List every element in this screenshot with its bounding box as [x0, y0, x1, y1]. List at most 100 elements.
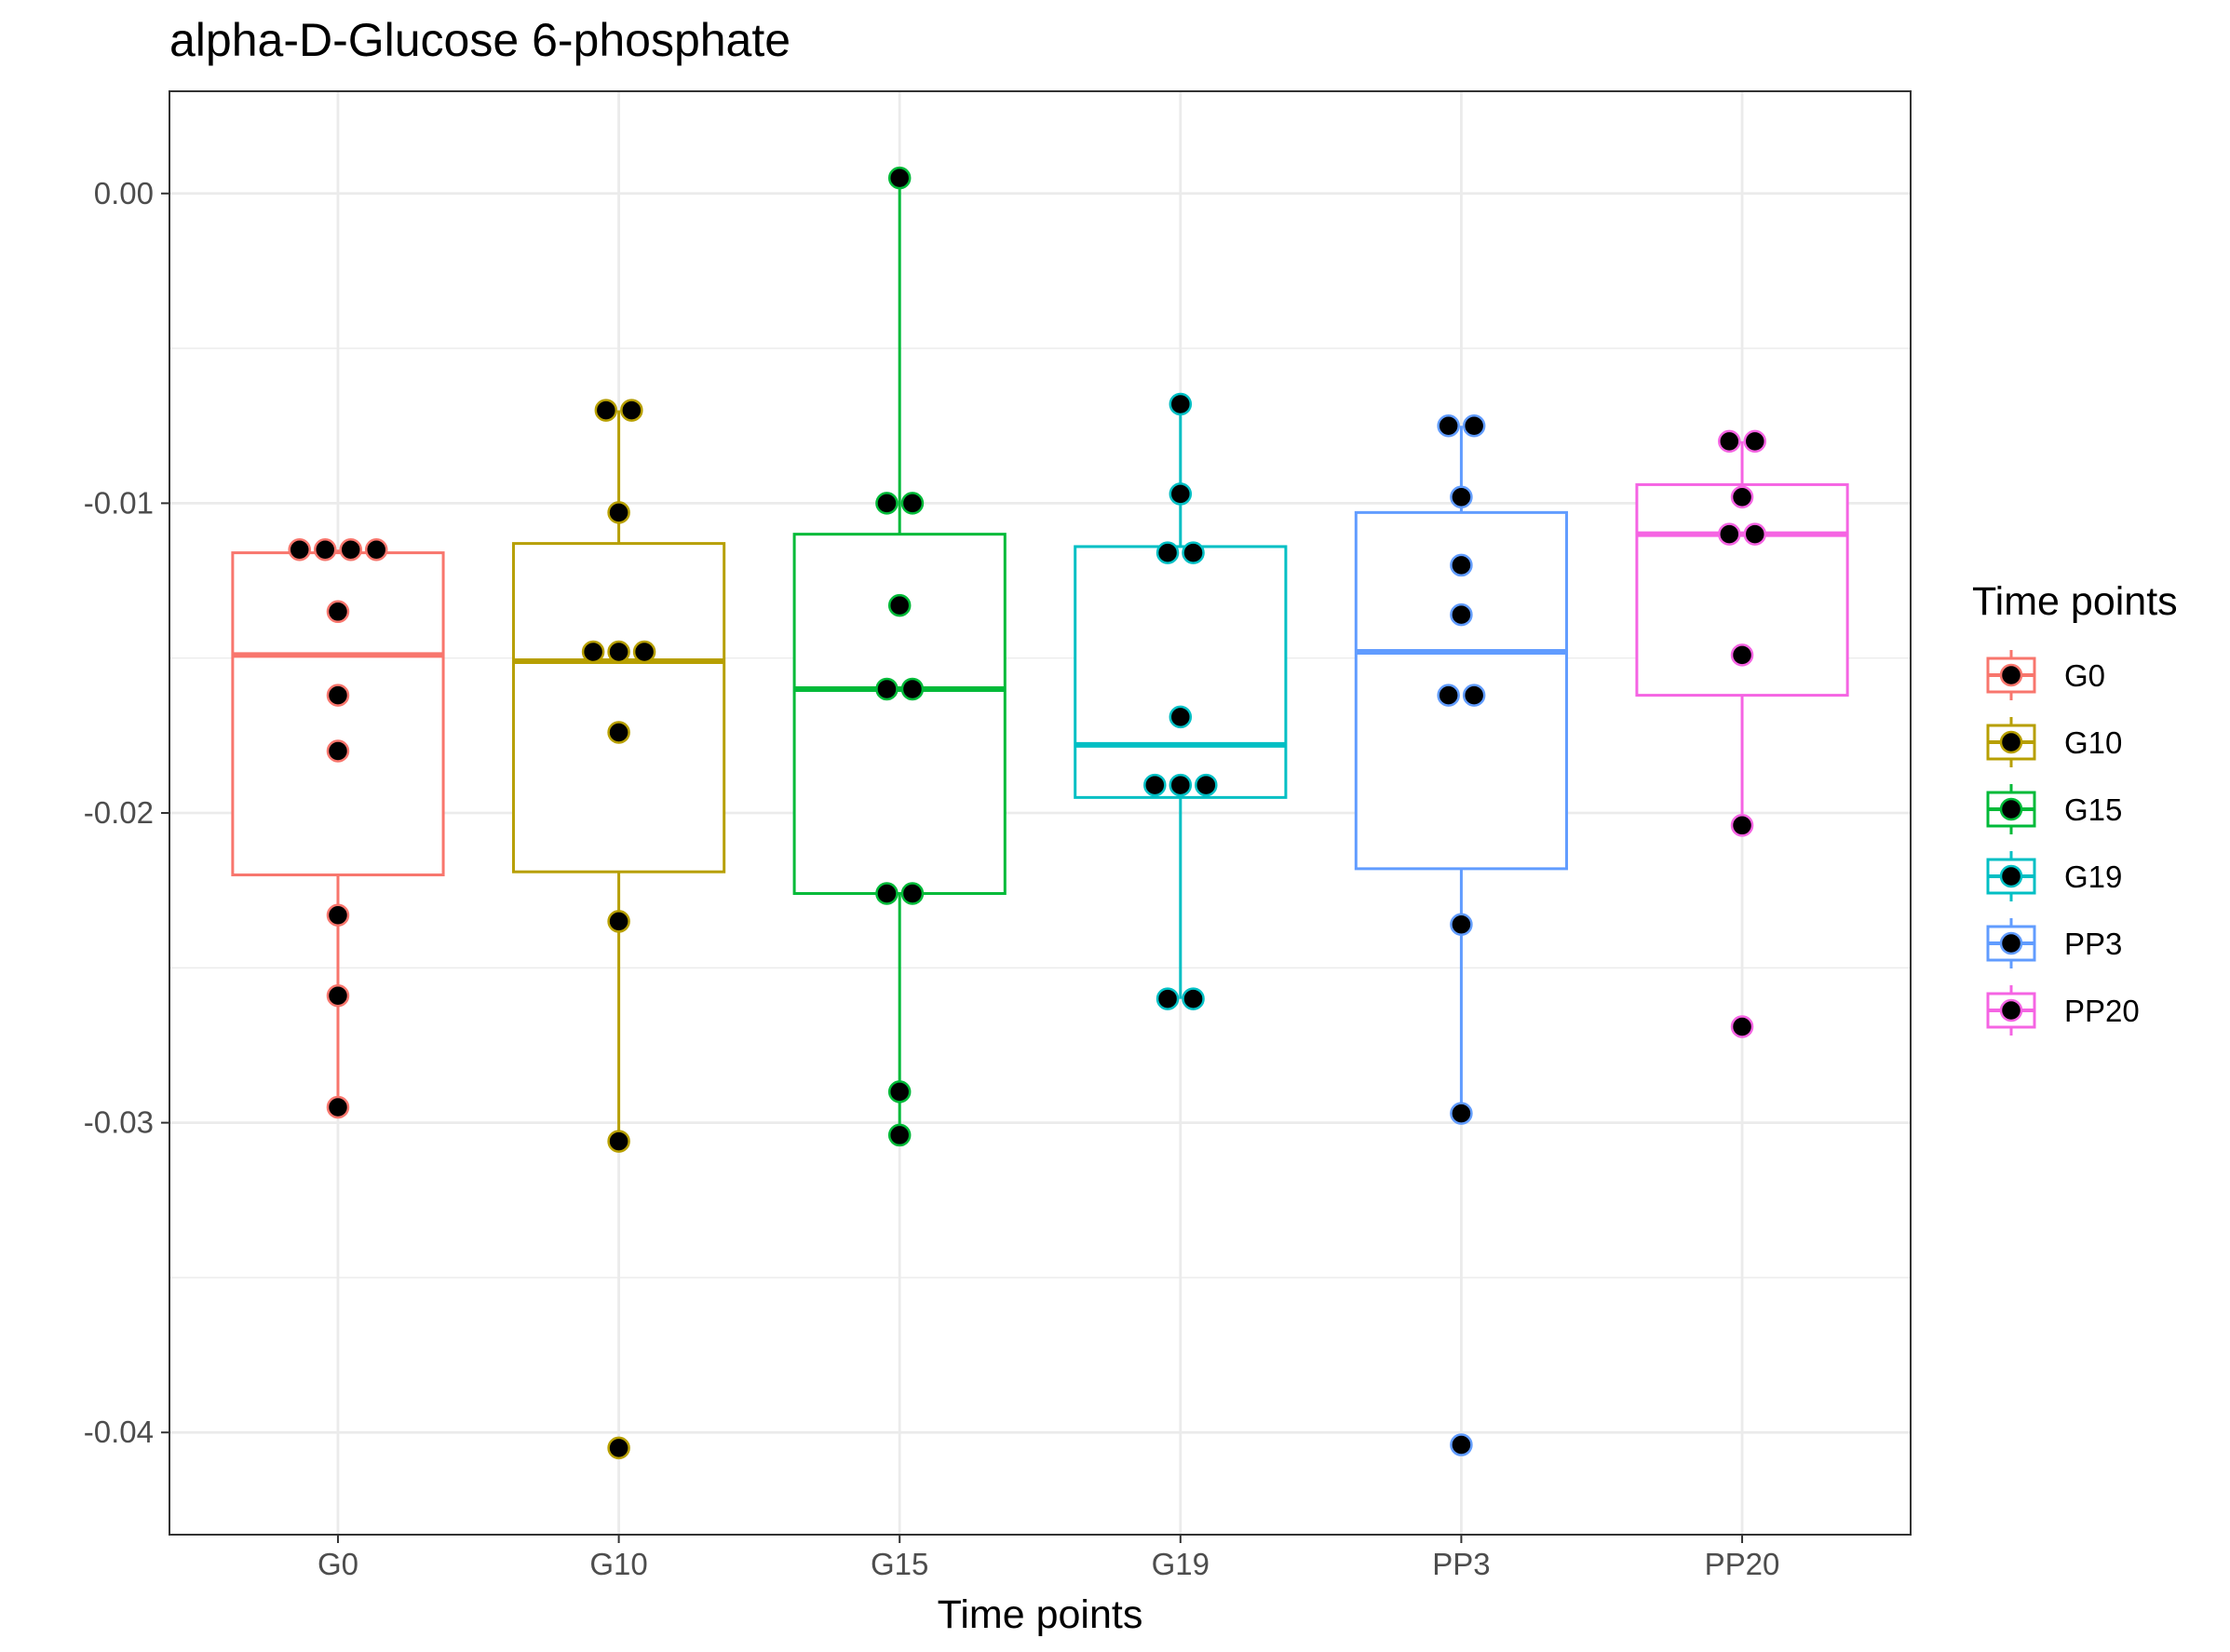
data-point: [1450, 553, 1473, 577]
x-tick-label: G10: [589, 1547, 647, 1581]
data-point: [887, 1123, 912, 1147]
legend-label: G0: [2064, 658, 2105, 693]
x-tick-label: G0: [318, 1547, 358, 1581]
data-point: [1169, 392, 1193, 416]
data-point: [607, 501, 630, 524]
data-point: [607, 910, 630, 933]
data-point: [1743, 429, 1767, 454]
legend-label: G10: [2064, 725, 2122, 760]
data-point: [607, 721, 630, 744]
legend-label: PP3: [2064, 927, 2122, 961]
y-axis: 0.00 -0.01 -0.02 -0.03 -0.04: [84, 176, 169, 1449]
data-point: [1450, 485, 1473, 508]
data-point: [594, 399, 618, 422]
data-point: [1718, 429, 1741, 454]
y-tick-label: -0.03: [84, 1105, 154, 1140]
legend-key: [1986, 985, 2036, 1036]
data-point: [620, 399, 643, 422]
data-point: [326, 1095, 350, 1119]
data-point: [1450, 1102, 1473, 1125]
data-point: [1195, 773, 1218, 797]
x-tick-label: G15: [871, 1547, 928, 1581]
legend-key: [1986, 918, 2036, 968]
data-point: [1169, 705, 1193, 729]
data-point: [607, 1436, 630, 1460]
data-point: [900, 882, 925, 905]
legend-label: G15: [2064, 792, 2122, 827]
legend: Time points G0 G10 G15 G19 PP3 PP20: [1972, 579, 2178, 1036]
data-point: [1182, 987, 1205, 1010]
data-point: [1730, 814, 1754, 837]
chart-title: alpha-D-Glucose 6-phosphate: [169, 14, 791, 66]
data-point: [1182, 541, 1205, 564]
y-tick-label: -0.01: [84, 485, 154, 520]
data-point: [1169, 773, 1193, 797]
legend-key: [1986, 650, 2036, 700]
data-point: [1450, 913, 1473, 936]
data-point: [326, 983, 350, 1008]
data-point: [900, 492, 925, 515]
data-point: [326, 739, 350, 763]
data-point: [1730, 485, 1754, 508]
data-point: [581, 640, 605, 664]
x-axis-title: Time points: [938, 1592, 1143, 1637]
box-PP3: [1354, 426, 1569, 1114]
data-point: [1718, 522, 1741, 546]
x-tick-label: G19: [1152, 1547, 1210, 1581]
box-G10: [511, 410, 726, 1142]
legend-title: Time points: [1972, 579, 2178, 624]
data-point: [607, 1130, 630, 1153]
data-point: [875, 677, 899, 701]
point-layer: [288, 166, 1767, 1460]
data-point: [1156, 987, 1180, 1010]
legend-key: [1986, 784, 2036, 834]
data-point: [1437, 684, 1460, 707]
data-point: [1450, 603, 1473, 627]
data-point: [1156, 541, 1180, 564]
x-tick-label: PP3: [1432, 1547, 1490, 1581]
x-axis: G0 G10 G15 G19 PP3 PP20: [318, 1535, 1779, 1581]
legend-key: [1986, 851, 2036, 901]
data-point: [1462, 413, 1486, 438]
y-tick-label: -0.04: [84, 1415, 154, 1449]
y-tick-label: -0.02: [84, 795, 154, 830]
y-tick-label: 0.00: [94, 176, 154, 210]
box-G19: [1074, 403, 1288, 999]
data-point: [607, 640, 630, 664]
data-point: [326, 903, 350, 928]
data-point: [887, 1080, 912, 1104]
data-point: [632, 640, 656, 664]
data-point: [875, 492, 899, 515]
legend-key: [1986, 717, 2036, 767]
data-point: [1450, 1433, 1473, 1456]
legend-label: PP20: [2064, 994, 2140, 1028]
data-point: [313, 538, 337, 562]
data-point: [887, 166, 912, 190]
data-point: [1730, 1015, 1754, 1038]
data-point: [288, 538, 311, 562]
data-point: [364, 538, 388, 562]
legend-item-PP3: PP3: [1986, 918, 2122, 968]
data-point: [326, 684, 350, 707]
legend-item-G0: G0: [1986, 650, 2105, 700]
data-point: [1437, 413, 1460, 438]
box-iqr: [511, 542, 726, 873]
box-iqr: [1074, 545, 1288, 799]
data-point: [1143, 773, 1167, 797]
legend-item-G19: G19: [1986, 851, 2122, 901]
x-tick-label: PP20: [1705, 1547, 1780, 1581]
data-point: [1743, 522, 1767, 546]
legend-label: G19: [2064, 860, 2122, 894]
box-iqr: [792, 533, 1007, 895]
legend-item-PP20: PP20: [1986, 985, 2140, 1036]
data-point: [326, 600, 350, 624]
box-G0: [231, 549, 445, 1107]
legend-items: G0 G10 G15 G19 PP3 PP20: [1986, 650, 2140, 1036]
data-point: [900, 677, 925, 701]
data-point: [1462, 684, 1486, 707]
legend-item-G10: G10: [1986, 717, 2122, 767]
data-point: [339, 538, 362, 562]
box-layer: [231, 178, 1849, 1142]
box-G15: [792, 178, 1007, 1135]
